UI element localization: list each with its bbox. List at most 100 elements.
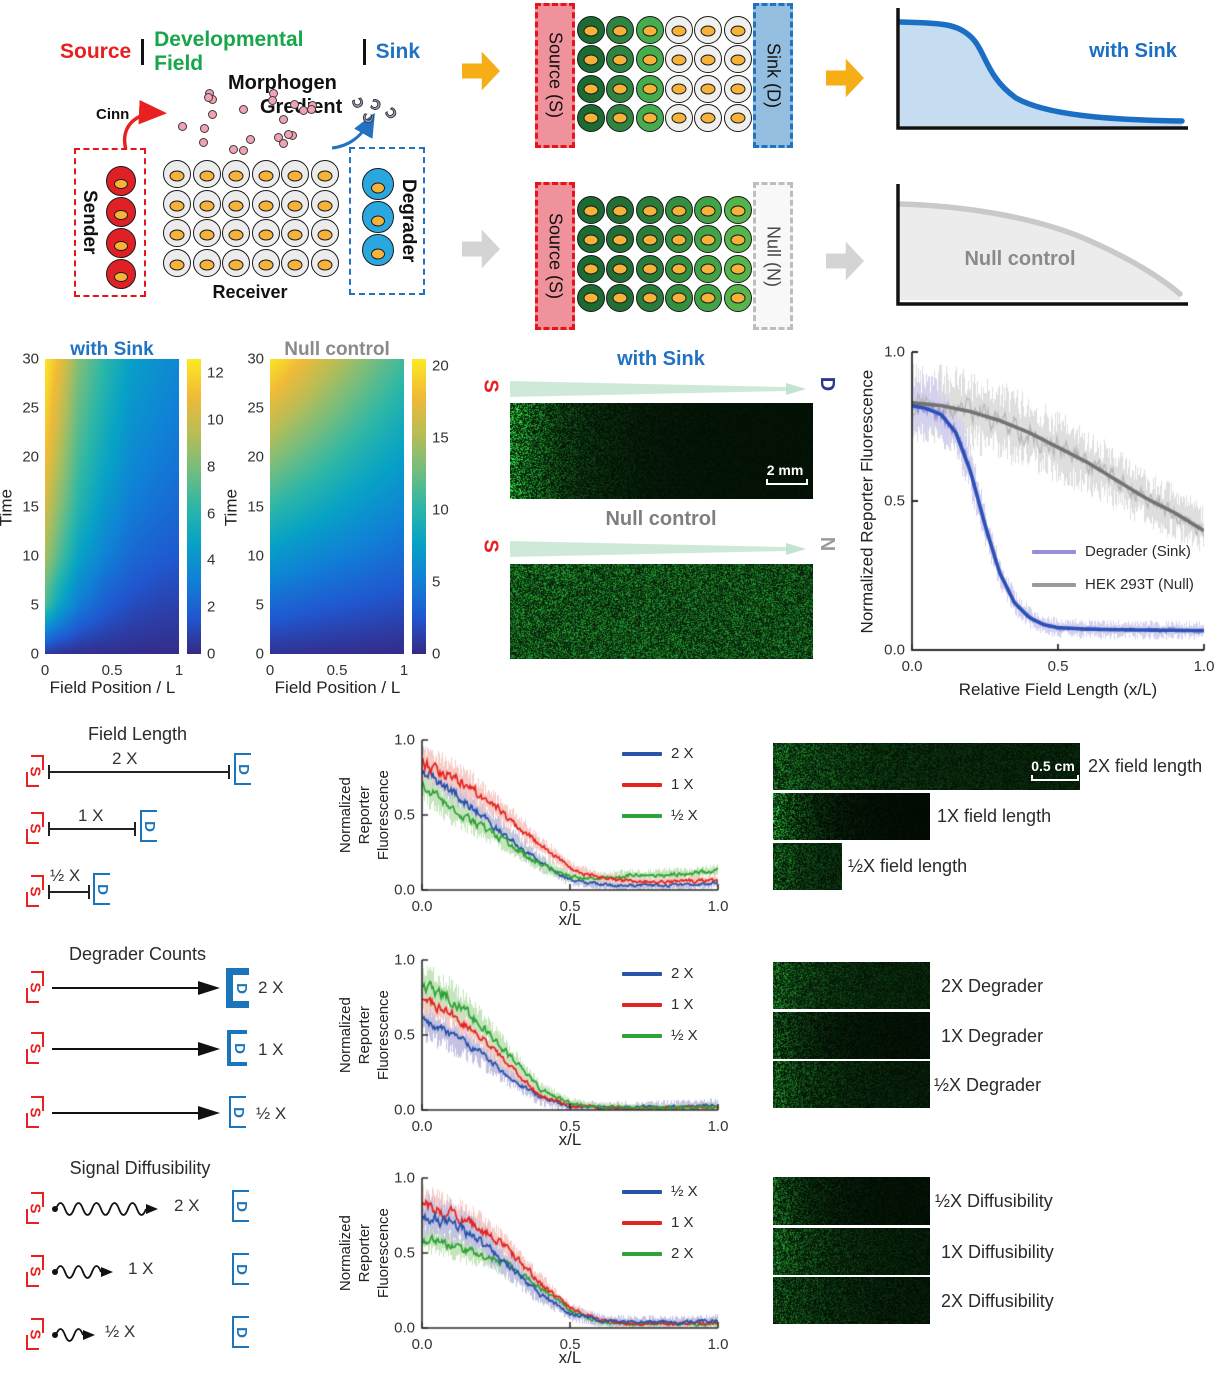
cell-nucleus [583,83,599,95]
colorbar-canvas [412,359,426,654]
cell [723,16,752,44]
cell-nucleus [730,292,745,304]
heatmap-canvas [45,359,179,654]
heatmap-ytick: 30 [22,350,39,368]
variant-label: ½ X [105,1322,136,1341]
cell-nucleus [612,54,628,66]
cell [577,196,605,224]
cell-nucleus [730,263,745,275]
cell-nucleus [583,292,599,304]
source-bracket: S [26,1032,44,1064]
plot-ytick: 1.0 [884,343,905,361]
cell [106,197,136,227]
cell [222,248,250,277]
cell-nucleus [199,200,214,212]
microscopy-title-sink: with Sink [617,348,705,370]
cell [694,16,723,44]
legend-line [622,1002,662,1007]
cell [606,196,635,224]
cell [163,160,191,188]
field-length-plot: Normalized Reporter Fluorescence x/L 0.0… [330,718,742,936]
cell [694,45,723,74]
arrow-line [52,1042,220,1056]
plot-xtick: 0.5 [559,1336,581,1353]
degrader-particles-icon: C C C C [352,95,402,126]
colorbar-tick: 6 [207,505,216,523]
cell [192,248,221,277]
source-box: Source (S) [535,3,575,148]
cell-nucleus [730,83,745,95]
cell [310,160,339,188]
cell [694,103,723,132]
cell-nucleus [199,170,214,182]
receiver-label: Receiver [212,282,288,302]
plot-ytick: 0.5 [884,492,905,510]
cell [577,283,605,312]
image-label: 1X field length [937,806,1052,826]
heatmap-xtick: 0.5 [326,662,348,679]
cell [362,234,394,266]
cell-nucleus [199,229,214,241]
cell [723,103,752,132]
fluorescence-image [510,564,813,659]
degrader-label: Degrader [398,179,419,263]
cell-nucleus [700,83,716,95]
image-label: 2X Degrader [941,976,1044,996]
cell-nucleus [583,263,599,275]
cell [723,45,752,74]
cell-nucleus [169,259,185,271]
panel-schematic: Source Developmental Field Sink Morphoge… [0,0,455,335]
heatmap-ytick: 20 [22,448,39,466]
signal-diffusibility-plot: Normalized Reporter Fluorescence x/L 0.0… [330,1156,742,1374]
cell-nucleus [228,200,244,212]
plot-xtick: 0.0 [901,658,923,675]
morphogen-dot [278,114,288,124]
cell [664,16,693,44]
field-length-line [48,765,230,779]
cell [281,248,309,277]
heatmap-title: Null control [284,339,390,360]
cell [577,103,605,132]
cell [723,74,752,103]
image-label: ½X Diffusibility [935,1191,1053,1211]
plot-ytick: 0.5 [394,1026,415,1044]
cell [635,16,664,44]
cell-nucleus [730,112,745,124]
variant-label: ½ X [50,866,81,885]
cell-nucleus [258,259,273,271]
heatmap-ytick: 0 [30,645,39,663]
cell [664,225,693,254]
cell [635,196,664,224]
cell-nucleus [671,83,687,95]
heatmap-ytick: 30 [247,350,264,368]
cell [281,189,309,218]
cinn-arrow-icon [122,99,167,151]
plot-canvas [330,938,742,1156]
source-bracket: S [26,1192,44,1224]
legend-line [1032,582,1076,587]
colorbar-tick: 10 [432,501,449,519]
legend-row: ½ X [622,1183,698,1200]
morphogen-dot [299,106,309,116]
cell [251,189,280,218]
legend-row: 1 X [622,1214,694,1231]
cell [606,16,635,44]
plot-ytick: 0.0 [394,1319,415,1337]
sketch-plot-with-sink [896,8,1188,130]
cell [222,189,250,218]
legend-row: HEK 293T (Null) [1032,576,1194,593]
cell [723,254,752,283]
cell [251,160,280,188]
cell-nucleus [700,54,716,66]
svg-text:C: C [383,104,401,121]
degrader-bracket-thin: D [229,1096,247,1128]
degrader-counts-plot: Normalized Reporter Fluorescence x/L 0.0… [330,938,742,1156]
plot-ytick: 0.5 [394,1244,415,1262]
cell-nucleus [671,263,687,275]
morphogen-dot [199,138,209,148]
cell [606,225,635,254]
cell-nucleus [671,234,687,246]
morphogen-dot [239,145,249,155]
variant-label: 1 X [78,806,104,825]
